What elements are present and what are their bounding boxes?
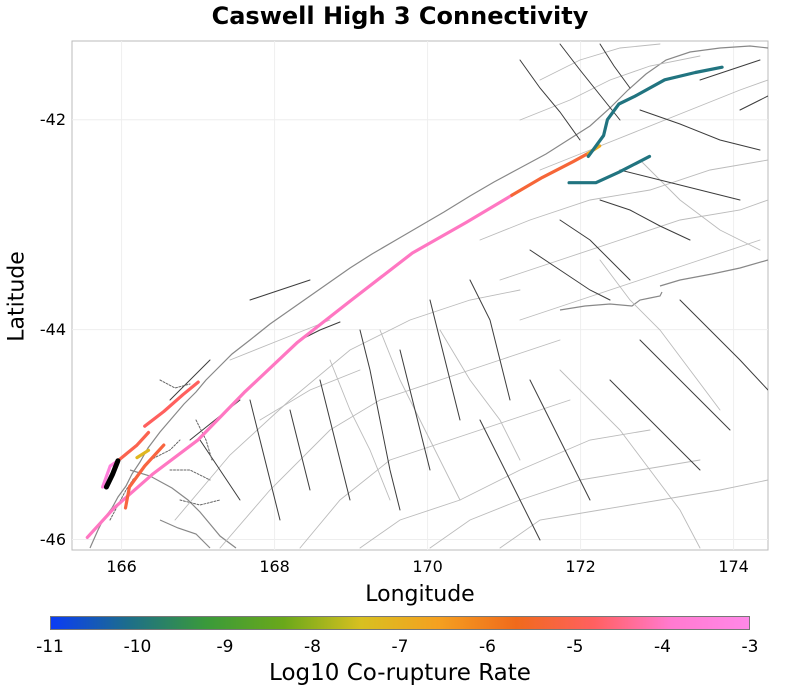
y-tick-label: -44 xyxy=(39,319,66,339)
rupture-fiordland-inner xyxy=(123,443,166,510)
rupture-wairau-fault xyxy=(586,65,724,158)
colorbar-tick-label: -3 xyxy=(741,637,759,657)
y-axis-label: Latitude xyxy=(4,251,30,342)
y-tick-label: -46 xyxy=(39,529,66,549)
fault-grid-outlines xyxy=(109,43,768,549)
rupture-puysegur-segment xyxy=(103,458,121,490)
x-tick-label: 170 xyxy=(412,557,443,576)
rupture-alpine-fault-north xyxy=(510,151,590,197)
rupture-fiordland-coastal-1 xyxy=(143,380,200,428)
x-tick-label: 174 xyxy=(718,557,749,576)
rupture-layer xyxy=(85,65,724,540)
rupture-fiordland-link xyxy=(135,448,151,460)
colorbar-tick-label: -4 xyxy=(654,637,671,657)
gridlines xyxy=(72,41,768,550)
rupture-awatere-branch xyxy=(567,154,652,185)
colorbar xyxy=(50,616,750,630)
rupture-fiordland-coastal-2 xyxy=(116,430,151,463)
colorbar-tick-label: -7 xyxy=(391,637,409,657)
x-tick-label: 168 xyxy=(259,557,290,576)
colorbar-tick-label: -6 xyxy=(479,637,496,657)
rupture-alpine-fault-main xyxy=(85,193,514,540)
colorbar-tick-label: -10 xyxy=(123,637,152,657)
colorbar-tick-label: -8 xyxy=(304,637,321,657)
y-tick-label: -42 xyxy=(39,109,66,129)
x-tick-label: 166 xyxy=(106,557,137,576)
colorbar-tick-label: -9 xyxy=(216,637,234,657)
colorbar-tick-label: -11 xyxy=(36,637,64,657)
colorbar-tick-label: -5 xyxy=(566,637,584,657)
coastline xyxy=(89,45,768,549)
x-axis-label: Longitude xyxy=(365,582,475,607)
plot-background xyxy=(71,40,769,551)
colorbar-label: Log10 Co-rupture Rate xyxy=(269,660,531,686)
x-tick-label: 172 xyxy=(565,557,596,576)
chart-title: Caswell High 3 Connectivity xyxy=(211,2,589,30)
